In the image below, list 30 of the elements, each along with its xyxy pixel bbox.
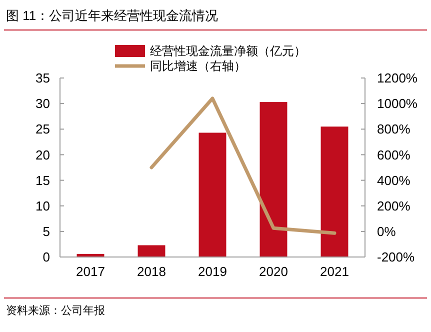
y-tick-label: 0 [42, 250, 50, 265]
y2-tick-label: -200% [377, 250, 416, 265]
x-tick-label: 2019 [198, 264, 227, 279]
bar [260, 102, 288, 257]
y-tick-label: 10 [36, 198, 50, 214]
x-tick-label: 2017 [76, 264, 105, 279]
y2-tick-label: 600% [377, 147, 411, 162]
bar [138, 245, 166, 257]
y-tick-label: 20 [36, 147, 50, 162]
x-tick-label: 2018 [137, 264, 166, 279]
chart-title: 图 11：公司近年来经营性现金流情况 [6, 8, 218, 23]
y2-tick-label: 0% [377, 224, 396, 239]
y-tick-label: 35 [36, 70, 50, 86]
y2-tick-label: 1000% [377, 96, 418, 112]
bar [198, 132, 226, 257]
x-tick-label: 2021 [320, 264, 349, 279]
y2-tick-label: 200% [377, 198, 411, 214]
legend-label: 同比增速（右轴） [150, 59, 246, 74]
text: 资料来源：公司年报 [6, 304, 105, 317]
y-tick-label: 30 [36, 96, 50, 112]
bar [320, 126, 348, 257]
y2-tick-label: 400% [377, 172, 411, 188]
legend-label: 经营性现金流量净额（亿元） [150, 44, 306, 58]
x-tick-label: 2020 [259, 264, 288, 279]
y-tick-label: 25 [36, 122, 50, 137]
y2-tick-label: 1200% [377, 70, 418, 86]
y2-tick-label: 800% [377, 122, 411, 137]
y-tick-label: 15 [36, 172, 50, 188]
y-tick-label: 5 [42, 224, 50, 239]
line-series [150, 96, 336, 235]
